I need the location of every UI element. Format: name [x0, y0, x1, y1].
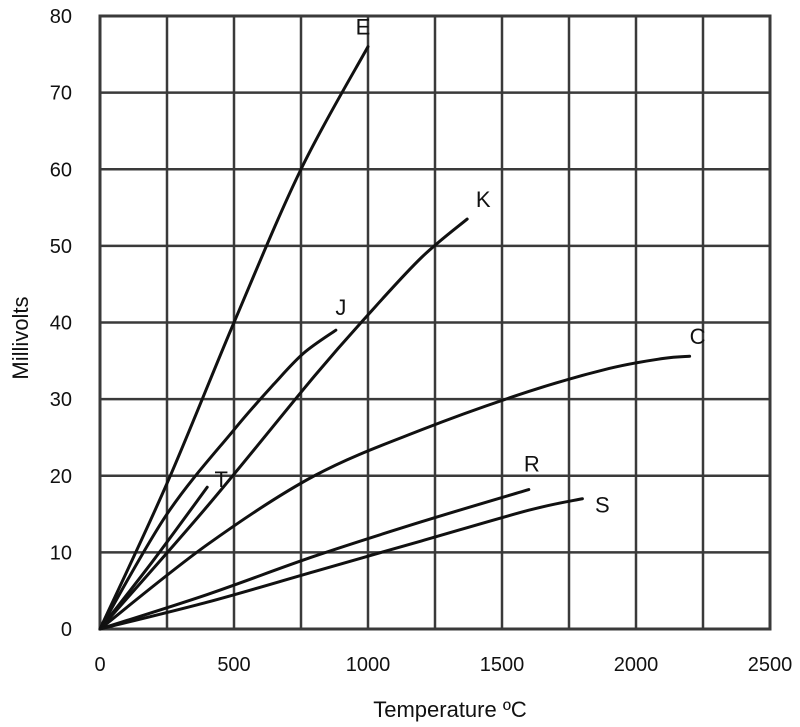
y-tick-label: 50: [50, 236, 72, 258]
series-line-k: [98, 217, 469, 631]
series-label-e: E: [356, 15, 371, 40]
y-tick-labels: 0 10 20 30 40 50 60 70 80: [50, 6, 72, 641]
series-line-j: [98, 328, 338, 631]
series-label-j: J: [335, 295, 346, 320]
series-curves: [98, 45, 692, 631]
y-tick-label: 80: [50, 6, 72, 28]
series-label-k: K: [476, 187, 491, 212]
y-tick-label: 0: [61, 619, 72, 641]
y-tick-label: 70: [50, 83, 72, 105]
series-line-r: [98, 488, 531, 631]
plot-frame: [98, 14, 772, 631]
x-axis-title: Temperature ºC: [373, 697, 527, 722]
series-line-c: [98, 354, 692, 631]
series-line-e: [98, 45, 370, 631]
x-tick-labels: 0 500 1000 1500 2000 2500: [94, 654, 792, 676]
series-label-r: R: [524, 452, 540, 477]
y-tick-label: 40: [50, 313, 72, 335]
series-labels: E J T K C R S: [214, 15, 705, 518]
y-axis-title: Millivolts: [8, 296, 33, 379]
y-tick-label: 60: [50, 159, 72, 181]
series-label-t: T: [214, 467, 227, 492]
x-tick-label: 500: [217, 654, 250, 676]
series-label-s: S: [595, 493, 610, 518]
x-tick-label: 2500: [748, 654, 793, 676]
series-label-c: C: [690, 324, 706, 349]
y-tick-label: 20: [50, 466, 72, 488]
series-line-s: [98, 497, 584, 631]
x-tick-label: 2000: [614, 654, 659, 676]
y-tick-label: 10: [50, 542, 72, 564]
x-tick-label: 0: [94, 654, 105, 676]
y-tick-label: 30: [50, 389, 72, 411]
x-tick-label: 1000: [346, 654, 391, 676]
x-tick-label: 1500: [480, 654, 525, 676]
